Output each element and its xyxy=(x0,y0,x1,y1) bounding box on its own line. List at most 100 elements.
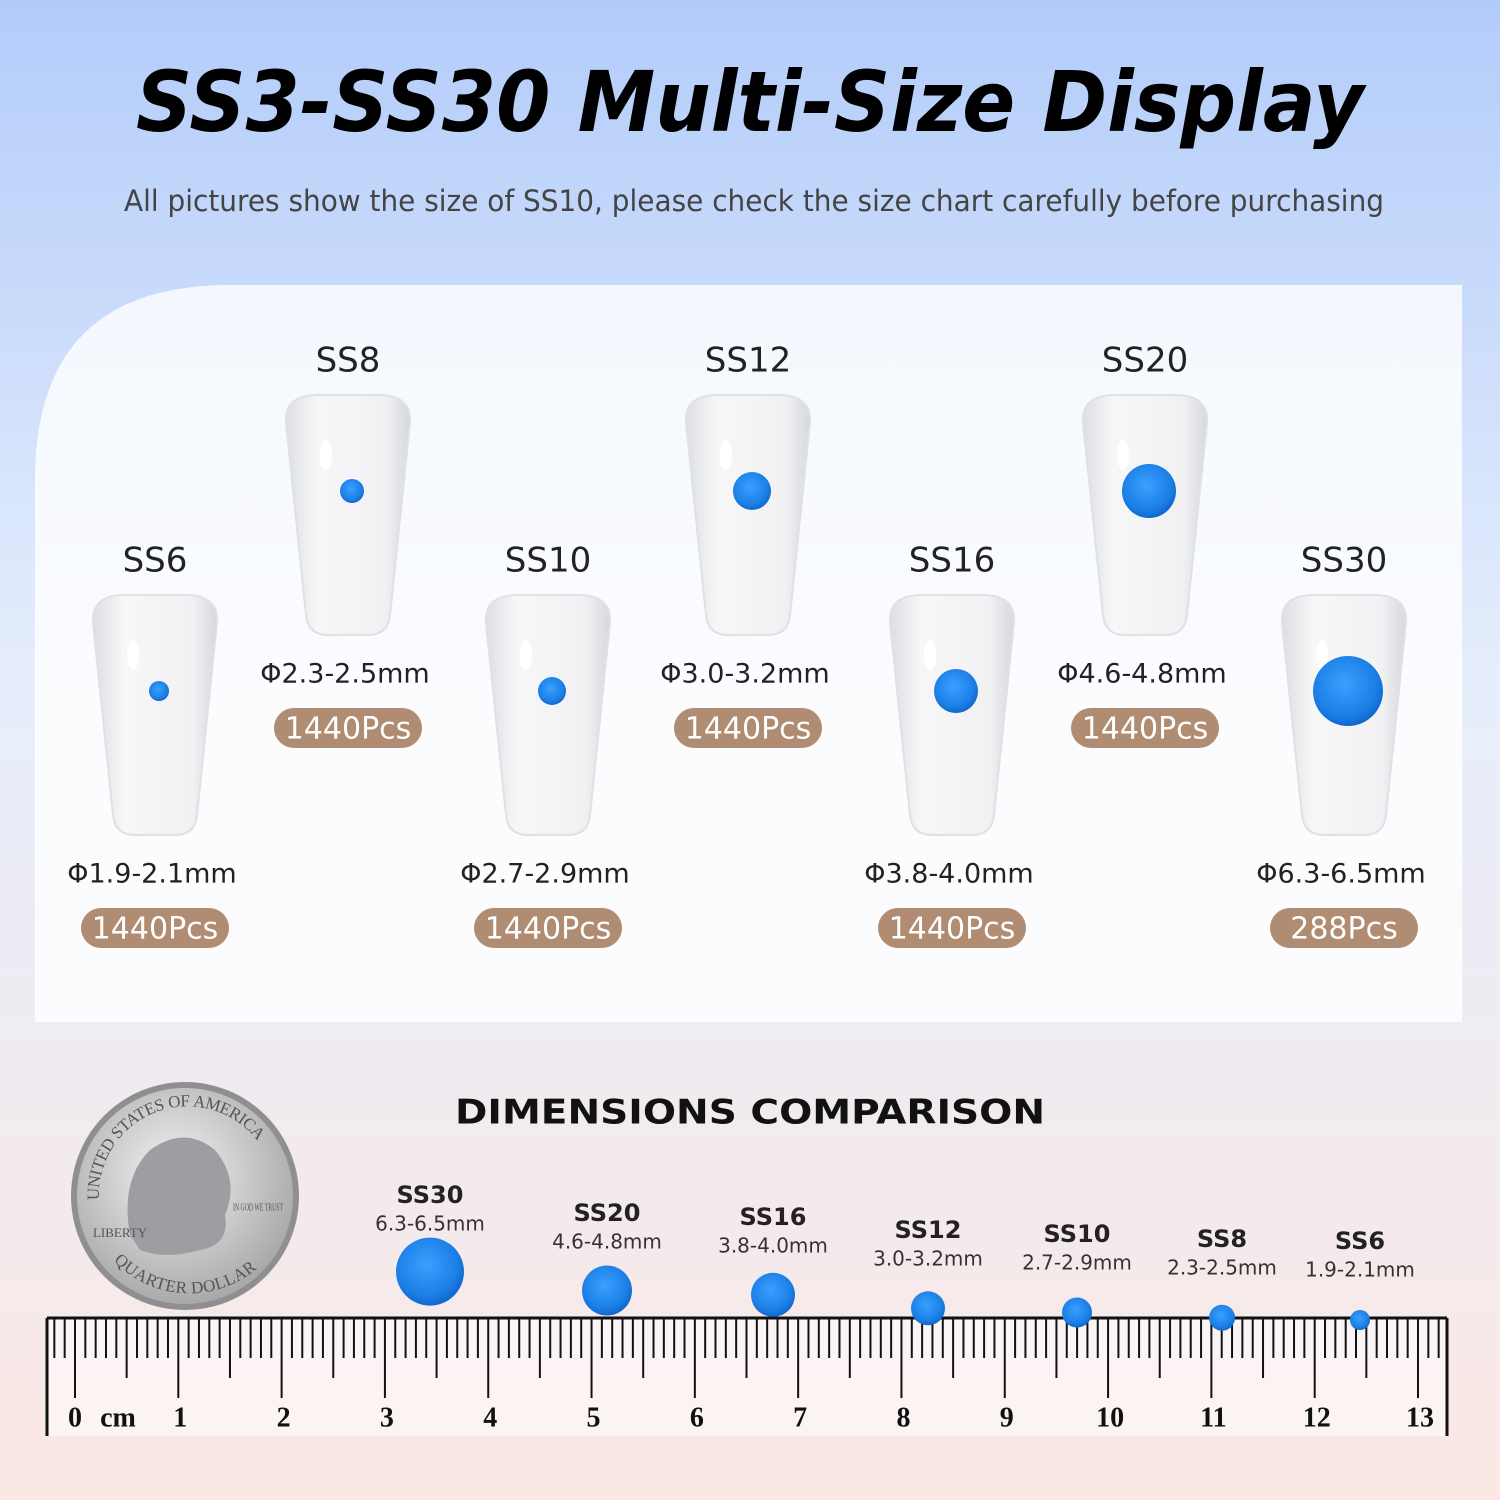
size-card: SS16 Φ3.8-4.0mm 1440Pcs xyxy=(864,541,1034,948)
quantity-pill xyxy=(878,908,1026,948)
size-label: SS10 xyxy=(505,541,591,581)
quantity-label: 1440Pcs xyxy=(285,712,412,747)
size-label: SS8 xyxy=(316,341,381,381)
ruler-number: 13 xyxy=(1406,1402,1434,1433)
nail-highlight xyxy=(720,440,732,470)
comparison-size: SS16 xyxy=(740,1203,807,1231)
ruler-number: 10 xyxy=(1096,1402,1124,1433)
nail xyxy=(91,594,219,836)
rhinestone xyxy=(934,669,978,713)
comparison-rhinestone xyxy=(396,1237,464,1306)
size-card: SS10 Φ2.7-2.9mm 1440Pcs xyxy=(460,541,630,948)
ruler-number: 1 xyxy=(173,1402,187,1433)
ruler-number: 8 xyxy=(896,1402,910,1433)
comparison-rhinestone xyxy=(582,1265,632,1316)
diameter-label: Φ3.0-3.2mm xyxy=(660,659,829,690)
nail-highlight xyxy=(320,440,332,470)
diameter-label: Φ1.9-2.1mm xyxy=(67,859,236,890)
comparison-size: SS10 xyxy=(1044,1220,1111,1248)
size-card: SS30 Φ6.3-6.5mm 288Pcs xyxy=(1256,541,1426,948)
comparison-title: DIMENSIONS COMPARISON xyxy=(455,1093,1045,1133)
comparison-diameter: 4.6-4.8mm xyxy=(552,1230,662,1254)
comparison-rhinestone xyxy=(911,1291,945,1326)
size-label: SS16 xyxy=(909,541,995,581)
ruler-number: 9 xyxy=(1000,1402,1014,1433)
diameter-label: Φ2.3-2.5mm xyxy=(260,659,429,690)
nail-highlight xyxy=(1316,640,1328,670)
rhinestone xyxy=(340,479,364,503)
ruler: cm 0 1 2 3 4 5 6 7 8 9 10 11 12 13 xyxy=(45,1316,1449,1436)
ruler-number: 2 xyxy=(277,1402,291,1433)
coin-left-text: LIBERTY xyxy=(93,1225,148,1240)
comparison-rhinestone xyxy=(1062,1297,1092,1328)
comparison-size: SS20 xyxy=(574,1199,641,1227)
comparison-diameter: 2.3-2.5mm xyxy=(1167,1256,1277,1280)
quantity-label: 1440Pcs xyxy=(1082,712,1209,747)
comparison-rhinestone xyxy=(751,1272,795,1317)
nail xyxy=(484,594,612,836)
rhinestone xyxy=(1122,464,1176,518)
rhinestone xyxy=(538,677,566,705)
rhinestone xyxy=(149,681,169,701)
quantity-pill xyxy=(1071,708,1219,748)
comparison-diameter: 2.7-2.9mm xyxy=(1022,1251,1132,1275)
coin-motto: IN GOD WE TRUST xyxy=(233,1202,283,1213)
diameter-label: Φ6.3-6.5mm xyxy=(1256,859,1425,890)
comparison-size: SS6 xyxy=(1335,1227,1385,1255)
nail xyxy=(284,394,412,636)
size-card: SS8 Φ2.3-2.5mm 1440Pcs xyxy=(260,341,430,748)
comparison-diameter: 3.0-3.2mm xyxy=(873,1247,983,1271)
quantity-pill xyxy=(81,908,229,948)
nail xyxy=(888,594,1016,836)
comparison-diameter: 1.9-2.1mm xyxy=(1305,1258,1415,1282)
rhinestone xyxy=(1313,656,1383,726)
title: SS3-SS30 Multi-Size Display xyxy=(136,53,1367,151)
size-card: SS12 Φ3.0-3.2mm 1440Pcs xyxy=(660,341,830,748)
ruler-number: 3 xyxy=(380,1402,394,1433)
quantity-label: 288Pcs xyxy=(1290,912,1397,947)
rhinestone xyxy=(733,472,771,510)
size-card: SS20 Φ4.6-4.8mm 1440Pcs xyxy=(1057,341,1227,748)
size-label: SS12 xyxy=(705,341,791,381)
ruler-number: 5 xyxy=(587,1402,601,1433)
quantity-label: 1440Pcs xyxy=(92,912,219,947)
ruler-number: 0 xyxy=(68,1402,82,1433)
comparison-diameter: 6.3-6.5mm xyxy=(375,1212,485,1236)
quantity-label: 1440Pcs xyxy=(685,712,812,747)
ruler-unit: cm xyxy=(100,1402,136,1433)
coin: UNITED STATES OF AMERICA QUARTER DOLLAR … xyxy=(71,1082,299,1310)
quantity-pill xyxy=(474,908,622,948)
size-label: SS6 xyxy=(123,541,188,581)
quantity-pill xyxy=(1270,908,1418,948)
nail-highlight xyxy=(1117,440,1129,470)
ruler-number: 6 xyxy=(690,1402,704,1433)
diameter-label: Φ4.6-4.8mm xyxy=(1057,659,1226,690)
comparison-size: SS12 xyxy=(895,1216,962,1244)
nail xyxy=(684,394,812,636)
comparison-rhinestone xyxy=(1209,1304,1235,1331)
ruler-number: 11 xyxy=(1200,1402,1226,1433)
quantity-pill xyxy=(674,708,822,748)
comparison-size: SS8 xyxy=(1197,1225,1247,1253)
size-card: SS6 Φ1.9-2.1mm 1440Pcs xyxy=(67,541,237,948)
quantity-label: 1440Pcs xyxy=(889,912,1016,947)
size-label: SS20 xyxy=(1102,341,1188,381)
nail-highlight xyxy=(127,640,139,670)
nail-highlight xyxy=(520,640,532,670)
nail-highlight xyxy=(924,640,936,670)
coin-portrait xyxy=(127,1137,231,1255)
size-label: SS30 xyxy=(1301,541,1387,581)
diameter-label: Φ2.7-2.9mm xyxy=(460,859,629,890)
subtitle: All pictures show the size of SS10, plea… xyxy=(124,184,1384,218)
diameter-label: Φ3.8-4.0mm xyxy=(864,859,1033,890)
ruler-number: 7 xyxy=(793,1402,807,1433)
quantity-label: 1440Pcs xyxy=(485,912,612,947)
comparison-rhinestone xyxy=(1350,1310,1370,1330)
comparison-diameter: 3.8-4.0mm xyxy=(718,1234,828,1258)
ruler-number: 12 xyxy=(1303,1402,1331,1433)
ruler-number: 4 xyxy=(483,1402,497,1433)
comparison-size: SS30 xyxy=(397,1181,464,1209)
quantity-pill xyxy=(274,708,422,748)
